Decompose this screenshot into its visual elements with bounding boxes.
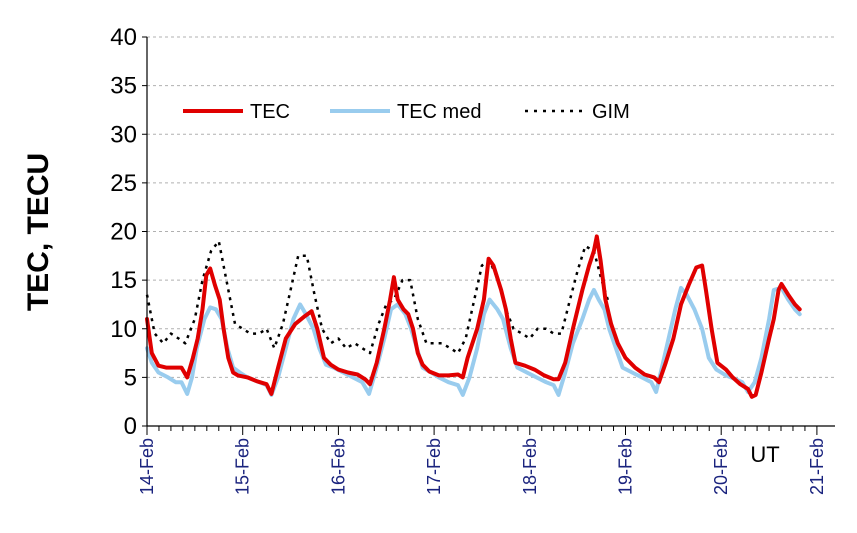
grid-lines [147, 36, 835, 378]
y-tick-label: 0 [124, 413, 137, 440]
legend-label-tec-med: TEC med [397, 101, 481, 123]
axes [142, 36, 835, 435]
legend: TEC TEC med GIM [183, 101, 630, 123]
x-tick-label: 18-Feb [520, 438, 540, 495]
y-tick-label: 30 [110, 121, 137, 148]
y-axis-label: TEC, TECU [22, 153, 55, 311]
series-line-gim [145, 239, 611, 355]
x-tick-label: 21-Feb [807, 438, 827, 495]
x-tick-label: 17-Feb [424, 438, 444, 495]
y-tick-label: 15 [110, 267, 137, 294]
y-tick-labels: 0 5 10 15 20 25 30 35 40 [110, 24, 137, 440]
y-tick-label: 5 [124, 364, 137, 391]
series-lines [145, 234, 802, 399]
y-tick-label: 40 [110, 24, 137, 51]
y-tick-label: 25 [110, 170, 137, 197]
legend-label-tec: TEC [250, 101, 290, 123]
x-axis-label: UT [750, 442, 779, 467]
series-line-tec [145, 234, 802, 399]
x-tick-label: 19-Feb [616, 438, 636, 495]
y-tick-label: 35 [110, 73, 137, 100]
x-tick-label: 14-Feb [137, 438, 157, 495]
x-tick-label: 15-Feb [233, 438, 253, 495]
x-tick-labels: 14-Feb 15-Feb 16-Feb 17-Feb 18-Feb 19-Feb 20-F… [137, 438, 827, 495]
legend-label-gim: GIM [592, 101, 630, 123]
x-tick-label: 16-Feb [328, 438, 348, 495]
x-tick-label: 20-Feb [711, 438, 731, 495]
y-tick-label: 10 [110, 316, 137, 343]
y-tick-label: 20 [110, 219, 137, 246]
